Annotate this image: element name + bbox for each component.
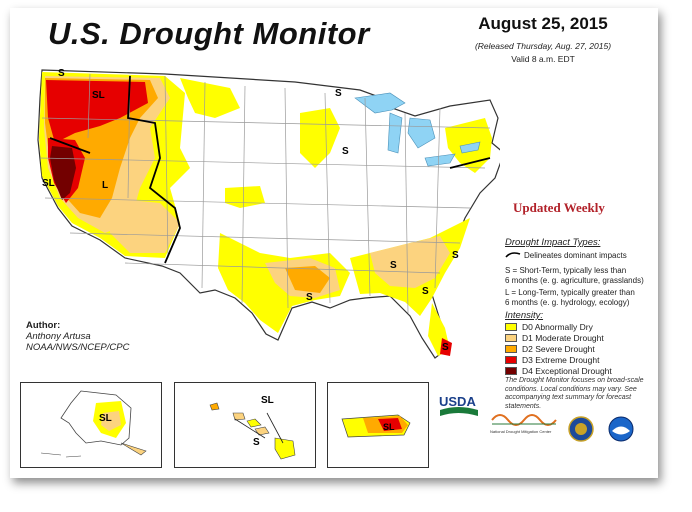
alaska-map: SL xyxy=(40,390,147,458)
d2-texas xyxy=(285,266,330,293)
alaska-inset: SL xyxy=(20,382,162,468)
legend-d0-swatch xyxy=(505,323,517,331)
legend-d2-swatch xyxy=(505,345,517,353)
great-lakes xyxy=(354,92,481,167)
legend-d3-label: D3 Extreme Drought xyxy=(522,355,600,365)
d3-northwest xyxy=(46,80,148,143)
map-date: August 25, 2015 xyxy=(478,14,608,33)
hawaii-label-s: S xyxy=(253,437,260,448)
legend-d3: D3 Extreme Drought xyxy=(505,355,599,365)
label-s-washington: S xyxy=(58,68,65,79)
label-s-florida: S xyxy=(442,342,449,353)
legend-d2-label: D2 Severe Drought xyxy=(522,344,595,354)
alaska-label-sl: SL xyxy=(99,413,112,424)
legend-d4-label: D4 Exceptional Drought xyxy=(522,366,612,376)
us-drought-map: SL S SL L S S S S S S S SL SL xyxy=(37,68,500,359)
d0-plains xyxy=(180,78,240,118)
updated-weekly: Updated Weekly xyxy=(513,200,605,215)
label-s-carolina: S xyxy=(452,250,459,261)
label-sl-california: SL xyxy=(42,178,55,189)
hawaii-map: SL S xyxy=(209,395,296,460)
release-date: (Released Thursday, Aug. 27, 2015) xyxy=(474,41,612,51)
d0-midwest xyxy=(300,108,340,168)
usda-logo: USDA xyxy=(438,390,480,424)
impact-long-term-1: L = Long-Term, typically greater than xyxy=(505,288,635,297)
impact-short-term-2: 6 months (e. g. agriculture, grasslands) xyxy=(505,276,644,285)
author-block: Author: Anthony Artusa NOAA/NWS/NCEP/CPC xyxy=(26,320,129,353)
hawaii-inset: SL S xyxy=(174,382,316,468)
puerto-rico-inset: SL xyxy=(327,382,429,468)
legend-d4: D4 Exceptional Drought xyxy=(505,366,612,376)
impact-dominant: Delineates dominant impacts xyxy=(524,251,627,260)
author-org: NOAA/NWS/NCEP/CPC xyxy=(26,342,130,353)
usda-logo-text: USDA xyxy=(439,394,476,409)
ndmc-logo: National Drought Mitigation Center xyxy=(490,406,560,436)
legend-d1-label: D1 Moderate Drought xyxy=(522,333,604,343)
d4-california xyxy=(50,146,76,200)
legend-d4-swatch xyxy=(505,367,517,375)
label-s-texas: S xyxy=(306,292,313,303)
impact-boundaries xyxy=(49,75,491,264)
puerto-rico-map: SL xyxy=(341,414,411,438)
impact-types-title: Drought Impact Types: xyxy=(505,237,601,248)
dominant-impact-line-icon xyxy=(505,252,521,258)
noaa-logo-icon xyxy=(608,416,634,442)
intensity-title: Intensity: xyxy=(505,310,544,321)
commerce-seal-icon xyxy=(568,416,594,442)
label-l-nevada: L xyxy=(102,180,108,191)
d1-southeast xyxy=(370,236,450,288)
impact-short-term-1: S = Short-Term, typically less than xyxy=(505,266,627,275)
valid-time: Valid 8 a.m. EDT xyxy=(511,54,575,64)
legend-d0-label: D0 Abnormally Dry xyxy=(522,322,593,332)
impact-long-term-2: 6 months (e. g. hydrology, ecology) xyxy=(505,298,630,307)
hawaii-label-sl: SL xyxy=(261,395,274,406)
pr-label-sl: SL xyxy=(383,422,395,432)
author-label: Author: xyxy=(26,320,61,331)
state-boundaries xyxy=(39,73,491,314)
legend-d1-swatch xyxy=(505,334,517,342)
ndmc-logo-text: National Drought Mitigation Center xyxy=(490,429,552,434)
d1-southwest xyxy=(110,198,180,253)
disclaimer-note: The Drought Monitor focuses on broad-sca… xyxy=(505,377,644,410)
d3-florida xyxy=(440,338,452,356)
label-sl-northwest: SL xyxy=(92,90,105,101)
label-s-alabama: S xyxy=(422,286,429,297)
legend-d3-swatch xyxy=(505,356,517,364)
label-s-illinois: S xyxy=(342,146,349,157)
legend-d2: D2 Severe Drought xyxy=(505,344,595,354)
legend-d0: D0 Abnormally Dry xyxy=(505,322,593,332)
legend-d1: D1 Moderate Drought xyxy=(505,333,604,343)
author-name: Anthony Artusa xyxy=(26,331,91,342)
label-s-dakota: S xyxy=(335,88,342,99)
page-title: U.S. Drought Monitor xyxy=(48,16,370,51)
label-s-mississippi: S xyxy=(390,260,397,271)
